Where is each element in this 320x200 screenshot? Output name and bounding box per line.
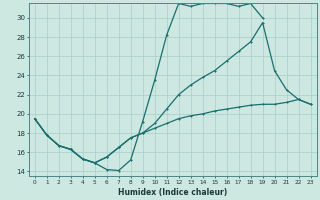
X-axis label: Humidex (Indice chaleur): Humidex (Indice chaleur) bbox=[118, 188, 227, 197]
